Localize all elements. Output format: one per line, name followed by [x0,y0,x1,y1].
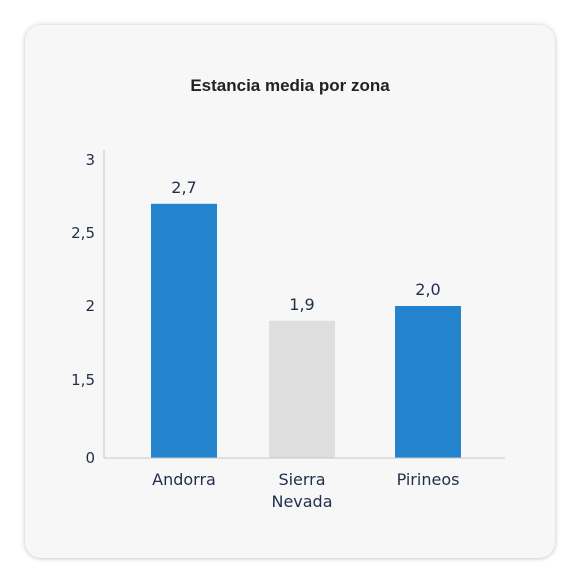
y-tick-label: 0 [85,449,95,467]
bar [395,306,461,458]
x-tick-label: Sierra Nevada [271,470,332,511]
x-tick-label: Andorra [152,470,216,489]
y-tick-label: 2 [85,297,95,315]
y-axis: 0 1,5 2 2,5 3 [71,150,105,467]
chart-card [25,25,555,558]
bars: 2,7 1,9 2,0 [151,178,461,458]
x-axis: Andorra Sierra Nevada Pirineos [104,457,505,511]
chart-title: Estancia media por zona [190,76,390,95]
data-label: 1,9 [289,295,314,314]
data-label: 2,7 [171,178,196,197]
y-tick-label: 3 [85,151,95,169]
bar [151,203,217,458]
y-tick-label: 1,5 [71,371,95,389]
y-tick-label: 2,5 [71,224,95,242]
data-label: 2,0 [415,280,440,299]
bar [269,320,335,458]
x-tick-label: Pirineos [397,470,460,489]
